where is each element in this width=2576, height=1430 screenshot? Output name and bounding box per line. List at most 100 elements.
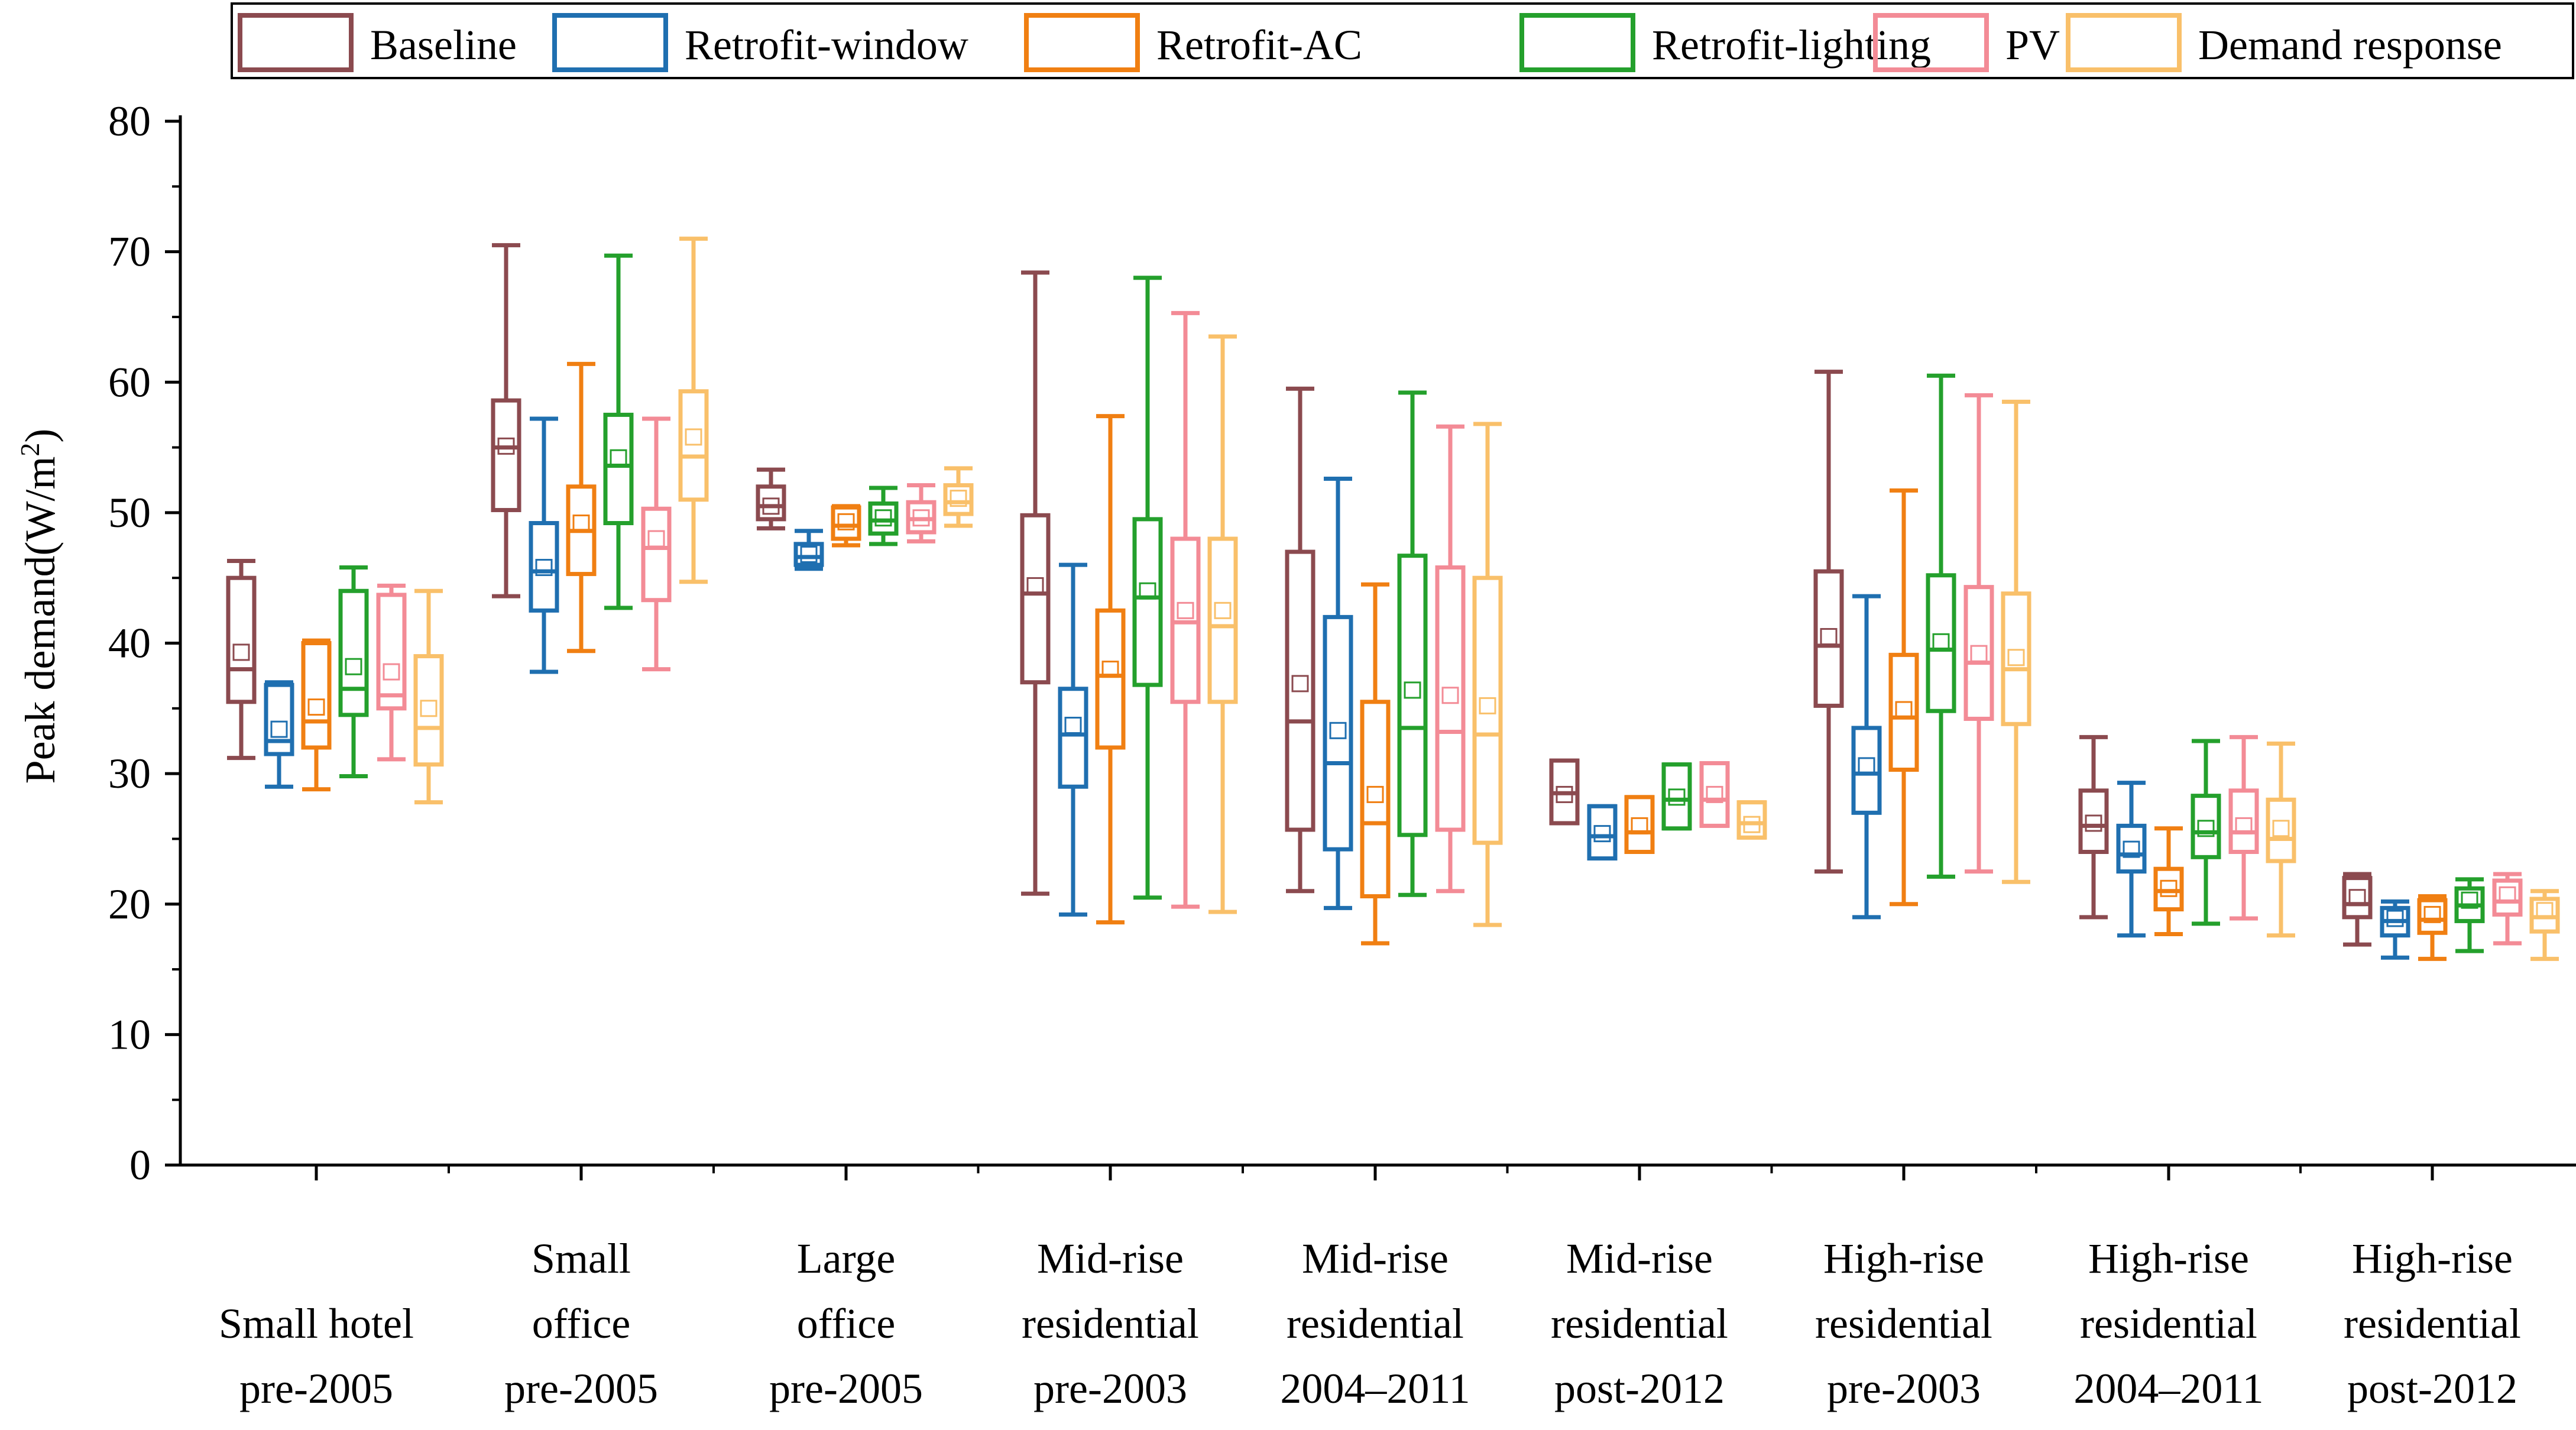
mean-marker (1593, 825, 1611, 843)
x-category-label-line: residential (1551, 1300, 1728, 1347)
mean-marker (610, 449, 627, 467)
box-iqr (1624, 795, 1655, 855)
box-iqr (529, 521, 559, 613)
mean-marker (2348, 889, 2366, 907)
box-element (2191, 739, 2221, 926)
mean-marker (2272, 820, 2290, 837)
box-element (641, 416, 672, 672)
box-iqr (491, 398, 521, 512)
mean-marker (1329, 722, 1347, 739)
legend-label: PV (2005, 21, 2060, 69)
mean-marker (1479, 697, 1496, 714)
box-iqr (1323, 614, 1353, 852)
x-category-label-line: office (532, 1300, 631, 1347)
box-element (1624, 795, 1655, 855)
x-category-label-line: post-2012 (1554, 1365, 1725, 1412)
x-category-label-line: High-rise (1823, 1235, 1984, 1282)
box-iqr (1360, 700, 1391, 899)
box-iqr (1888, 652, 1919, 772)
legend-swatch (1873, 13, 1989, 72)
box-element (2001, 399, 2031, 884)
legend: Baseline Retrofit-window Retrofit-AC Retrof… (231, 2, 2574, 79)
box-element (1435, 424, 1466, 894)
box-iqr (264, 682, 294, 756)
box-element (1813, 370, 1844, 874)
x-category-label-line: 2004–2011 (1280, 1365, 1470, 1412)
x-category-label-line: post-2012 (2347, 1365, 2517, 1412)
legend-item-pv: PV (1873, 13, 2060, 72)
x-category-label-line: residential (1815, 1300, 1992, 1347)
box-element (1132, 276, 1163, 900)
box-iqr (376, 593, 407, 711)
box-iqr (1926, 573, 1956, 713)
x-category-label-line: residential (2080, 1300, 2257, 1347)
box-iqr (413, 654, 444, 767)
series-baseline (226, 243, 2373, 947)
y-tick-label: 10 (108, 1011, 151, 1058)
box-element (338, 565, 369, 779)
box-element (2116, 781, 2147, 938)
x-category-label-line: pre-2003 (1827, 1365, 1981, 1412)
x-category-label-line: High-rise (2352, 1235, 2513, 1282)
box-element (301, 638, 332, 792)
mean-marker (2085, 814, 2102, 832)
box-iqr (1020, 513, 1051, 685)
legend-swatch (2066, 13, 2182, 72)
mean-marker (2536, 902, 2554, 920)
x-category-label-line: pre-2003 (1033, 1365, 1187, 1412)
box-element (1323, 477, 1353, 910)
box-iqr (2492, 878, 2523, 917)
x-category-label-line: Small (532, 1235, 631, 1282)
y-axis-title-superscript: 2 (15, 443, 45, 457)
box-element (1549, 758, 1580, 826)
mean-marker (1101, 661, 1119, 678)
x-category-label: Small office pre-2005 (504, 1235, 658, 1412)
y-tick-label: 50 (108, 489, 151, 536)
y-tick-label: 70 (108, 228, 151, 276)
box-element (793, 529, 824, 571)
legend-item-demand-response: Demand response (2066, 13, 2502, 72)
x-category-label: Mid-rise residential 2004–2011 (1280, 1235, 1470, 1412)
box-element (1472, 422, 1503, 927)
mean-marker (2461, 891, 2478, 909)
mean-marker (1214, 601, 1232, 619)
x-category-label: Mid-rise residential post-2012 (1551, 1235, 1728, 1412)
mean-marker (800, 545, 818, 563)
box-element (1058, 562, 1088, 917)
box-iqr (1435, 565, 1466, 832)
mean-marker (1556, 785, 1573, 803)
legend-label: Demand response (2198, 21, 2502, 69)
y-tick-label: 60 (108, 358, 151, 406)
x-category-label: Mid-rise residential pre-2003 (1022, 1235, 1199, 1412)
legend-label: Baseline (370, 21, 517, 69)
box-element (1851, 594, 1882, 920)
mean-marker (1706, 785, 1723, 803)
box-element (1736, 800, 1767, 840)
legend-label: Retrofit-AC (1156, 21, 1362, 69)
mean-marker (647, 530, 665, 548)
mean-marker (2123, 840, 2140, 858)
box-element (2417, 894, 2448, 961)
box-iqr (1058, 687, 1088, 789)
box-element (529, 416, 559, 674)
legend-label: Retrofit-lighting (1652, 21, 1931, 69)
mean-marker (1858, 757, 1875, 775)
mean-marker (1970, 645, 1988, 662)
box-element (2342, 872, 2373, 947)
mean-marker (1177, 601, 1194, 619)
mean-marker (1932, 633, 1950, 651)
x-category-label: High-rise residential post-2012 (2344, 1235, 2521, 1412)
box-element (1888, 488, 1919, 907)
box-element (1285, 386, 1315, 894)
mean-marker (1441, 687, 1459, 704)
box-element (491, 243, 521, 598)
box-element (1397, 390, 1428, 897)
mean-marker (2423, 905, 2441, 923)
box-iqr (2116, 823, 2147, 874)
box-element (1963, 393, 1994, 874)
x-category-label: Small hotel pre-2005 (219, 1300, 414, 1412)
x-category-label-line: 2004–2011 (2073, 1365, 2263, 1412)
x-category-label-line: High-rise (2088, 1235, 2249, 1282)
box-iqr (603, 412, 634, 526)
